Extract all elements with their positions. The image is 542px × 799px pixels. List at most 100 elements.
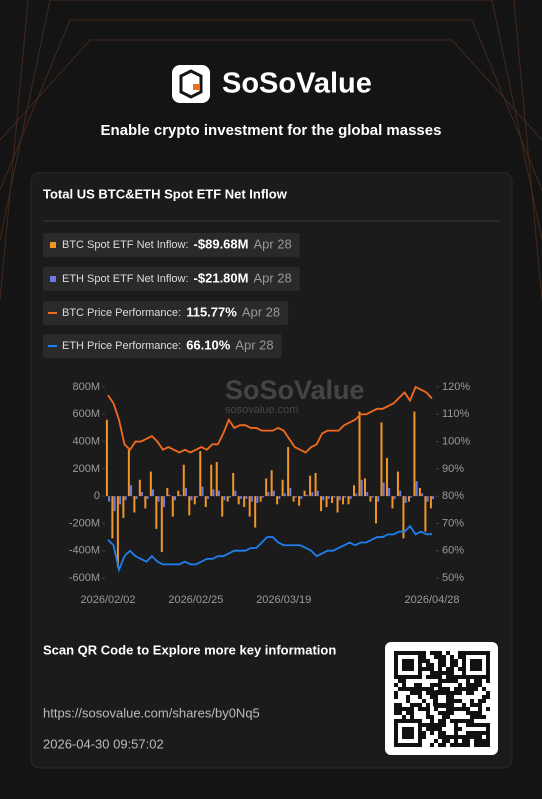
bar — [270, 470, 273, 497]
bar — [287, 447, 290, 497]
qr-module — [478, 683, 482, 687]
qr-module — [470, 687, 474, 691]
qr-module — [438, 727, 442, 731]
qr-module — [430, 731, 434, 735]
qr-finder-core — [470, 659, 482, 671]
qr-module — [430, 719, 434, 723]
qr-module — [410, 711, 414, 715]
qr-module — [482, 723, 486, 727]
bar — [226, 496, 229, 502]
bar — [353, 485, 356, 497]
qr-module — [458, 743, 462, 747]
x-tick-label: 2026/02/02 — [80, 594, 135, 606]
bar — [144, 496, 147, 509]
qr-module — [418, 707, 422, 711]
qr-module — [418, 683, 422, 687]
qr-module — [442, 687, 446, 691]
bar — [256, 496, 259, 503]
bar — [311, 492, 314, 497]
y-tick-label: 200M — [72, 463, 100, 475]
qr-module — [474, 679, 478, 683]
qr-module — [478, 703, 482, 707]
qr-finder — [462, 651, 490, 679]
qr-module — [478, 707, 482, 711]
bar — [124, 496, 127, 501]
qr-module — [430, 727, 434, 731]
qr-module — [450, 735, 454, 739]
qr-module — [414, 691, 418, 695]
y2-tick-label: 60% — [442, 545, 464, 557]
qr-module — [438, 719, 442, 723]
bar — [283, 493, 286, 497]
qr-module — [486, 723, 490, 727]
bar — [138, 479, 141, 497]
qr-module — [426, 727, 430, 731]
qr-module — [450, 679, 454, 683]
bar — [385, 457, 388, 497]
bar — [173, 496, 176, 501]
qr-module — [430, 715, 434, 719]
qr-module — [402, 707, 406, 711]
qr-module — [438, 667, 442, 671]
qr-module — [458, 683, 462, 687]
y-tick-label: 0 — [94, 490, 100, 502]
qr-module — [454, 675, 458, 679]
bar — [111, 496, 114, 539]
y2-tick-label: 50% — [442, 572, 464, 584]
qr-module — [446, 715, 450, 719]
qr-module — [438, 711, 442, 715]
bar — [239, 496, 242, 499]
qr-module — [394, 691, 398, 695]
scan-text: Scan QR Code to Explore more key informa… — [43, 642, 336, 657]
bar — [259, 496, 262, 502]
bar — [426, 496, 429, 502]
qr-module — [474, 715, 478, 719]
bar — [217, 490, 220, 497]
bar — [333, 496, 336, 498]
qr-module — [450, 703, 454, 707]
qr-module — [450, 711, 454, 715]
bar — [404, 496, 407, 503]
qr-module — [414, 687, 418, 691]
qr-module — [454, 687, 458, 691]
qr-module — [466, 735, 470, 739]
bar — [429, 496, 432, 509]
qr-module — [446, 735, 450, 739]
qr-module — [430, 687, 434, 691]
qr-module — [446, 671, 450, 675]
logo-icon — [172, 65, 210, 103]
bar — [157, 496, 160, 502]
bar — [254, 496, 257, 528]
qr-finder — [394, 719, 422, 747]
bar — [243, 496, 246, 508]
qr-module — [402, 715, 406, 719]
bar — [237, 496, 240, 505]
bar — [336, 496, 339, 513]
qr-module — [486, 739, 490, 743]
bar — [355, 493, 358, 497]
bar — [432, 496, 435, 500]
qr-module — [454, 719, 458, 723]
qr-module — [418, 691, 422, 695]
qr-module — [410, 715, 414, 719]
qr-module — [430, 683, 434, 687]
qr-module — [478, 679, 482, 683]
qr-module — [430, 671, 434, 675]
qr-module — [446, 651, 450, 655]
qr-module — [450, 659, 454, 663]
bar — [393, 496, 396, 499]
bar — [303, 490, 306, 497]
qr-module — [398, 679, 402, 683]
qr-module — [482, 743, 486, 747]
bar — [163, 496, 166, 508]
bar — [380, 422, 383, 497]
qr-module — [446, 675, 450, 679]
qr-module — [394, 683, 398, 687]
qr-module — [442, 711, 446, 715]
qr-module — [450, 699, 454, 703]
qr-module — [470, 699, 474, 703]
qr-module — [466, 739, 470, 743]
y2-tick-label: 100% — [442, 435, 470, 447]
qr-module — [434, 655, 438, 659]
bar — [193, 496, 196, 505]
